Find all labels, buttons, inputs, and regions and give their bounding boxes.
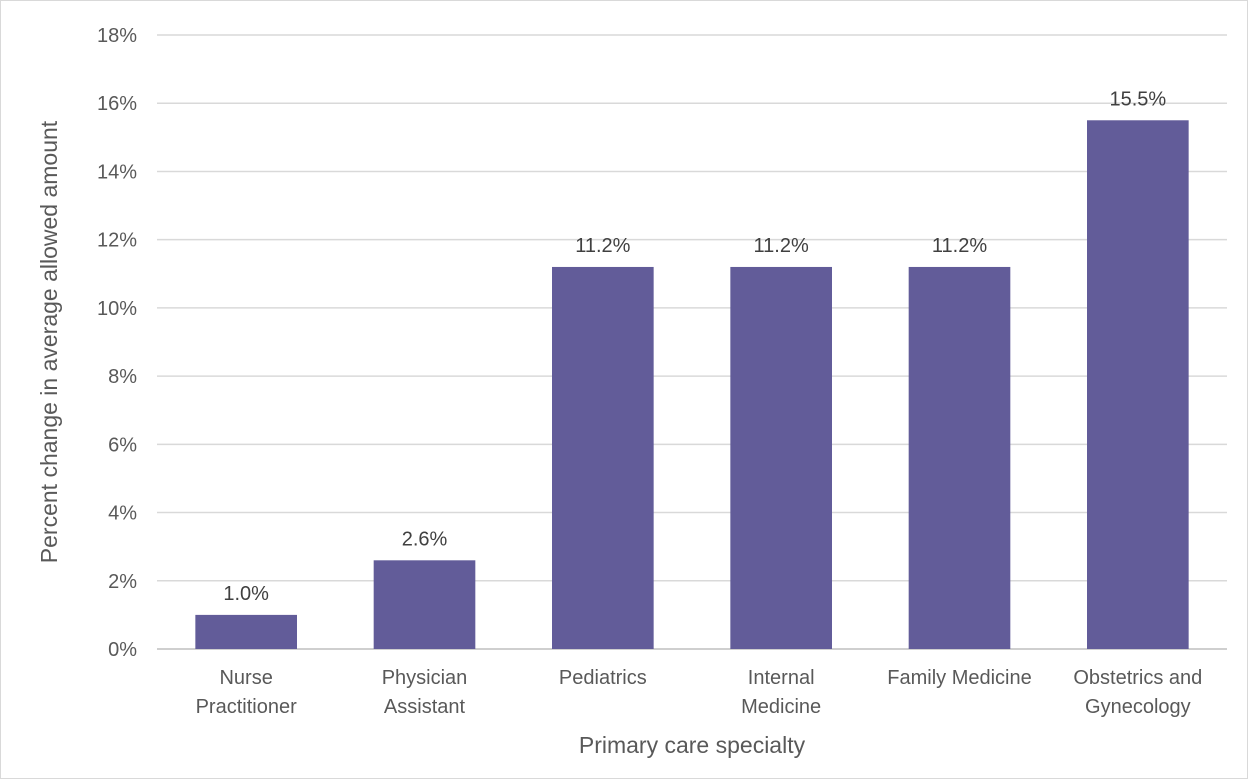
data-label: 11.2% [575,235,630,257]
x-tick-label-line: Pediatrics [559,667,647,689]
x-tick-label-line: Obstetrics and [1073,667,1202,689]
y-tick-label: 6% [108,434,137,456]
data-label: 11.2% [754,235,809,257]
bar [373,560,476,649]
y-tick-label: 4% [108,503,137,525]
y-axis-title: Percent change in average allowed amount [36,120,62,563]
x-tick-label-line: Physician [382,667,468,689]
x-tick-label: Internal Medicine [741,667,821,718]
x-axis-categories: Nurse Practitioner Physician Assistant Pedia… [196,667,1203,718]
y-tick-label: 16% [97,93,137,115]
data-label: 11.2% [932,235,987,257]
y-tick-label: 10% [97,298,137,320]
data-labels: 1.0% 2.6% 11.2% 11.2% 11.2% 15.5% [223,88,1166,605]
x-tick-label-line: Nurse [219,667,272,689]
y-tick-label: 12% [97,230,137,252]
x-tick-label: Physician Assistant [382,667,468,718]
y-tick-label: 8% [108,366,137,388]
x-tick-label-line: Assistant [384,696,466,718]
x-tick-label: Obstetrics and Gynecology [1073,667,1202,718]
y-tick-label: 2% [108,571,137,593]
data-label: 2.6% [402,528,448,550]
bars [195,120,1189,650]
data-label: 1.0% [223,583,269,605]
gridlines [157,34,1227,650]
bar [730,266,832,649]
x-tick-label-line: Family Medicine [887,667,1031,689]
y-tick-label: 0% [108,639,137,661]
x-tick-label: Family Medicine [887,667,1031,689]
x-tick-label: Pediatrics [559,667,647,689]
bar [1087,120,1189,650]
bar [552,266,654,649]
y-tick-label: 18% [97,25,137,47]
y-tick-label: 14% [97,161,137,183]
x-tick-label-line: Internal [748,667,815,689]
bar [908,266,1011,649]
bar [195,614,297,649]
x-axis-title: Primary care specialty [579,732,806,758]
x-tick-label: Nurse Practitioner [196,667,297,718]
x-tick-label-line: Medicine [741,696,821,718]
data-label: 15.5% [1109,88,1166,110]
x-tick-label-line: Practitioner [196,696,297,718]
y-axis-ticks: 0% 2% 4% 6% 8% 10% 12% 14% 16% 18% [97,25,137,661]
x-tick-label-line: Gynecology [1085,696,1191,718]
